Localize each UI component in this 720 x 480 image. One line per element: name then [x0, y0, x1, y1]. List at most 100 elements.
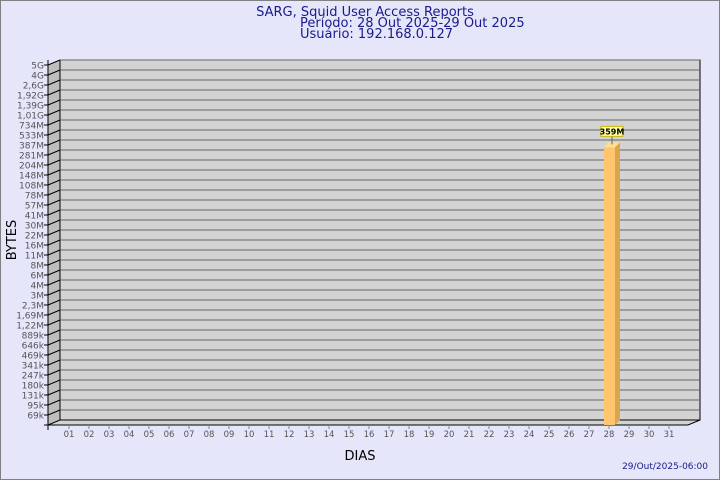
x-tick-label: 04 — [124, 430, 135, 440]
gridline-side — [47, 249, 61, 256]
x-tick-label: 31 — [664, 430, 675, 440]
gridline-side — [47, 409, 61, 416]
x-tick-label: 26 — [564, 430, 575, 440]
y-tick-label: 69k — [27, 412, 44, 422]
y-tick-label: 41M — [25, 212, 44, 222]
gridline-side — [47, 99, 61, 106]
gridline-side — [47, 299, 61, 306]
y-tick-label: 3M — [31, 292, 45, 302]
x-tick-label: 01 — [64, 430, 75, 440]
gridline-side — [47, 179, 61, 186]
gridline-side — [47, 159, 61, 166]
gridline-side — [47, 139, 61, 146]
y-tick-label: 78M — [25, 192, 44, 202]
gridline-side — [47, 109, 61, 116]
floor — [47, 419, 701, 426]
y-tick-label: 2,6G — [23, 82, 44, 92]
x-axis-title: DIAS — [345, 449, 376, 464]
y-tick-label: 5G — [31, 62, 44, 72]
x-tick-label: 22 — [484, 430, 495, 440]
gridline-side — [47, 219, 61, 226]
y-tick-label: 533M — [19, 132, 44, 142]
gridline-side — [47, 189, 61, 196]
gridline-side — [47, 59, 61, 66]
x-tick-label: 08 — [204, 430, 215, 440]
chart-title: SARG, Squid User Access Reports — [256, 5, 474, 20]
gridline-side — [47, 289, 61, 296]
gridline-side — [47, 359, 61, 366]
gridline-side — [47, 349, 61, 356]
gridline-side — [47, 309, 61, 316]
y-tick-label: 734M — [19, 122, 44, 132]
y-tick-label: 1,22M — [16, 322, 44, 332]
gridline-side — [47, 389, 61, 396]
y-tick-label: 6M — [31, 272, 45, 282]
x-tick-label: 12 — [284, 430, 295, 440]
gridline-side — [47, 209, 61, 216]
gridline-side — [47, 399, 61, 406]
x-tick-label: 11 — [264, 430, 275, 440]
y-tick-label: 247k — [22, 372, 45, 382]
x-tick-label: 18 — [404, 430, 415, 440]
bar-top-28 — [604, 142, 620, 148]
gridline-side — [47, 199, 61, 206]
y-tick-label: 148M — [19, 172, 44, 182]
x-tick-label: 07 — [184, 430, 195, 440]
y-tick-label: 1,01G — [17, 112, 44, 122]
gridline-side — [47, 149, 61, 156]
x-tick-label: 29 — [624, 430, 635, 440]
y-tick-label: 387M — [19, 142, 44, 152]
gridline-side — [47, 119, 61, 126]
gridline-side — [47, 379, 61, 386]
y-tick-label: 57M — [25, 202, 44, 212]
y-tick-label: 11M — [25, 252, 44, 262]
y-axis-title: BYTES — [5, 220, 20, 261]
gridline-side — [47, 339, 61, 346]
gridline-side — [47, 169, 61, 176]
gridline-side — [47, 269, 61, 276]
y-tick-label: 16M — [25, 242, 44, 252]
y-tick-label: 646k — [22, 342, 45, 352]
y-tick-label: 4M — [31, 282, 45, 292]
gridline-side — [47, 239, 61, 246]
x-tick-label: 03 — [104, 430, 115, 440]
gridline-side — [47, 69, 61, 76]
y-tick-label: 889k — [22, 332, 45, 342]
y-tick-label: 180k — [22, 382, 45, 392]
x-tick-label: 14 — [324, 430, 335, 440]
bar-28 — [604, 147, 615, 425]
x-tick-label: 24 — [524, 430, 535, 440]
footer-timestamp: 29/Out/2025-06:00 — [622, 462, 708, 472]
x-tick-label: 19 — [424, 430, 435, 440]
bar-label-box — [600, 125, 624, 137]
period-subtitle: Período: 28 Out 2025-29 Out 2025 — [300, 16, 525, 31]
x-tick-label: 06 — [164, 430, 175, 440]
gridline-side — [47, 329, 61, 336]
x-tick-label: 02 — [84, 430, 95, 440]
x-tick-label: 20 — [444, 430, 455, 440]
x-tick-label: 30 — [644, 430, 655, 440]
x-tick-label: 23 — [504, 430, 515, 440]
y-tick-label: 108M — [19, 182, 44, 192]
x-tick-label: 17 — [384, 430, 395, 440]
x-tick-label: 21 — [464, 430, 475, 440]
x-tick-label: 27 — [584, 430, 595, 440]
y-tick-label: 131k — [22, 392, 45, 402]
x-tick-label: 10 — [244, 430, 255, 440]
gridline-side — [47, 259, 61, 266]
y-tick-label: 95k — [27, 402, 44, 412]
y-tick-label: 1,39G — [17, 102, 44, 112]
y-tick-label: 204M — [19, 162, 44, 172]
gridline-side — [47, 319, 61, 326]
x-tick-label: 28 — [604, 430, 615, 440]
y-tick-label: 4G — [31, 72, 44, 82]
x-tick-label: 09 — [224, 430, 235, 440]
gridline-side — [47, 129, 61, 136]
gridline-side — [47, 279, 61, 286]
user-subtitle: Usuário: 192.168.0.127 — [300, 27, 453, 42]
bar-side-28 — [615, 142, 620, 425]
gridline-side — [47, 79, 61, 86]
y-tick-label: 469k — [22, 352, 45, 362]
x-tick-label: 05 — [144, 430, 155, 440]
